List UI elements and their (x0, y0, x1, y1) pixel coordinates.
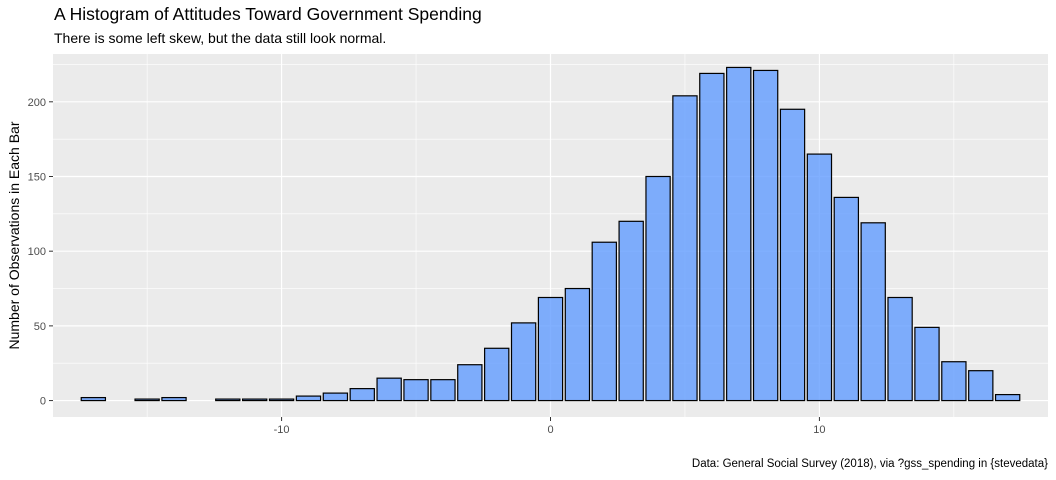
histogram-bar (752, 69, 779, 402)
histogram-bar (430, 379, 456, 402)
histogram-bar (968, 370, 994, 402)
histogram-bar (672, 95, 698, 402)
histogram-bar (484, 347, 510, 402)
histogram-bar (806, 153, 833, 402)
histogram-bar (457, 364, 483, 402)
histogram-bar (268, 398, 295, 402)
histogram-bar (833, 196, 860, 402)
histogram-bar (349, 388, 375, 402)
histogram-bar (241, 398, 268, 402)
histogram-bars (80, 66, 1021, 402)
y-axis: 0 50 100 150 200 (28, 97, 53, 408)
histogram-bar (376, 377, 402, 402)
y-axis-label: Number of Observations in Each Bar (6, 121, 22, 349)
histogram-bar (618, 220, 644, 402)
histogram-bar (403, 379, 429, 402)
histogram-bar (322, 392, 349, 402)
x-tick-label: -10 (274, 424, 290, 436)
histogram-bar (564, 287, 591, 402)
y-tick-label: 150 (28, 171, 46, 183)
histogram-bar (941, 361, 967, 402)
histogram-bar (295, 395, 322, 402)
histogram-bar (914, 326, 940, 402)
chart-caption: Data: General Social Survey (2018), via … (691, 458, 1048, 470)
histogram-bar (591, 241, 617, 402)
histogram-bar (994, 393, 1021, 402)
x-axis: -10 0 10 (274, 417, 826, 436)
histogram-bar (215, 398, 241, 402)
histogram-bar (726, 66, 752, 402)
histogram-bar (161, 396, 187, 402)
histogram-bar (537, 296, 564, 402)
chart-title: A Histogram of Attitudes Toward Governme… (54, 4, 482, 24)
chart-subtitle: There is some left skew, but the data st… (54, 30, 387, 46)
histogram-bar (699, 72, 725, 402)
y-tick-label: 200 (28, 97, 46, 109)
y-tick-label: 50 (34, 321, 46, 333)
histogram-bar (645, 175, 671, 402)
histogram-bar (510, 322, 537, 402)
histogram-bar (887, 296, 913, 402)
y-tick-label: 100 (28, 246, 46, 258)
x-tick-label: 0 (547, 424, 553, 436)
histogram-bar (80, 396, 107, 402)
histogram-bar (860, 222, 886, 402)
x-tick-label: 10 (813, 424, 825, 436)
histogram-bar (134, 398, 160, 402)
histogram-bar (779, 108, 806, 402)
y-tick-label: 0 (40, 396, 46, 408)
